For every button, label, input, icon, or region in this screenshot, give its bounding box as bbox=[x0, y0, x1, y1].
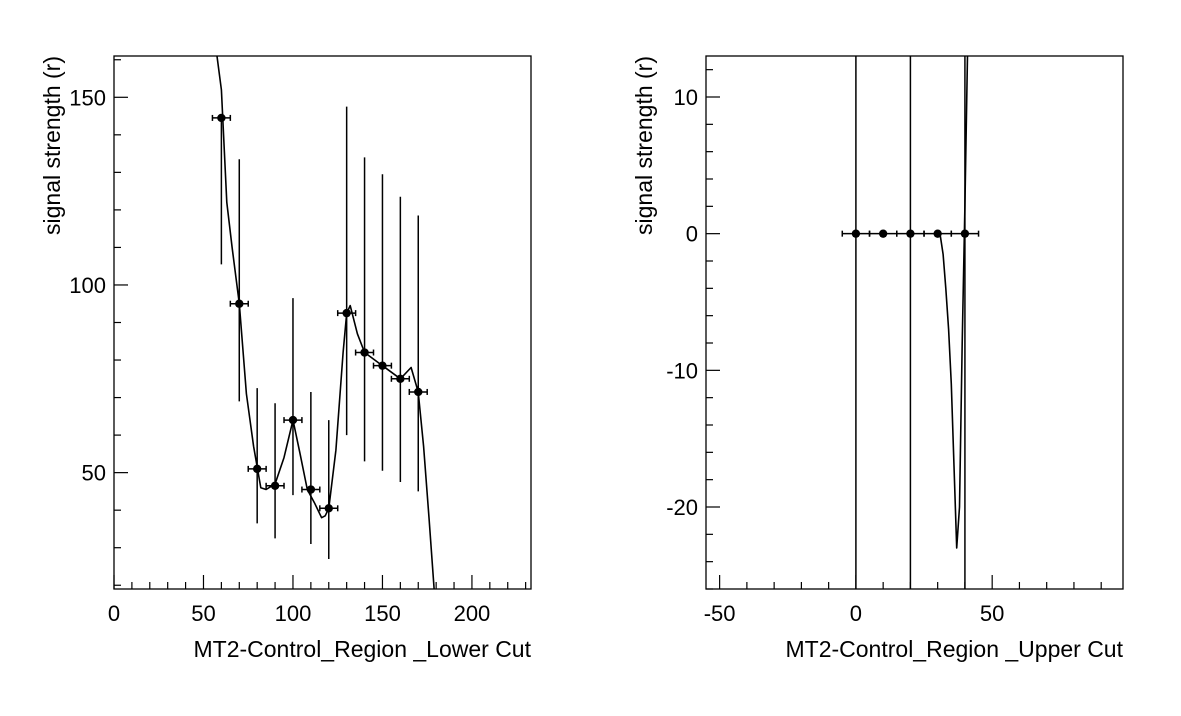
x-tick-label: 0 bbox=[850, 601, 862, 626]
point-marker bbox=[360, 348, 369, 357]
point-marker bbox=[378, 361, 387, 370]
data-point bbox=[319, 420, 339, 559]
point-marker bbox=[235, 299, 244, 308]
data-point bbox=[950, 229, 980, 238]
data-point bbox=[229, 159, 249, 402]
point-marker bbox=[288, 415, 298, 425]
point-marker bbox=[252, 464, 262, 474]
x-tick-label: 150 bbox=[364, 601, 401, 626]
x-tick-label: 0 bbox=[108, 601, 120, 626]
fit-curve bbox=[937, 56, 969, 549]
upper-cut-chart: -50 0 50 -20 -10 0 10 MT2-Control_Region _Upper… bbox=[631, 55, 1124, 662]
point-marker bbox=[270, 481, 280, 490]
y-tick-label: -10 bbox=[666, 358, 698, 383]
point-marker bbox=[933, 229, 942, 238]
point-marker bbox=[960, 229, 970, 238]
y-tick-label: 150 bbox=[69, 85, 106, 110]
fit-curve bbox=[216, 56, 435, 589]
x-axis-label: MT2-Control_Region _Lower Cut bbox=[194, 636, 532, 662]
point-marker bbox=[306, 485, 316, 494]
data-point bbox=[372, 174, 393, 471]
data-layer bbox=[211, 56, 435, 589]
point-marker bbox=[342, 308, 351, 318]
y-tick-label: 50 bbox=[82, 461, 106, 486]
point-marker bbox=[396, 374, 405, 384]
plot-frame bbox=[705, 55, 1124, 590]
data-point bbox=[390, 196, 411, 483]
x-tick-label: -50 bbox=[704, 601, 736, 626]
data-point bbox=[923, 229, 953, 238]
point-marker bbox=[878, 229, 888, 238]
data-point bbox=[336, 106, 357, 436]
data-point bbox=[283, 298, 303, 496]
data-layer bbox=[841, 56, 980, 589]
y-tick-label: -20 bbox=[666, 495, 698, 520]
lower-cut-chart: 0 50 100 150 200 50 100 150 MT2-Control_Region _… bbox=[39, 55, 532, 662]
y-tick-label: 100 bbox=[69, 273, 106, 298]
data-point bbox=[265, 403, 285, 539]
y-axis-label: signal strength (r) bbox=[39, 56, 65, 235]
x-axis-label: MT2-Control_Region _Upper Cut bbox=[786, 636, 1124, 662]
x-tick-label: 50 bbox=[191, 601, 215, 626]
data-point bbox=[408, 215, 428, 492]
data-point bbox=[841, 229, 871, 238]
point-marker bbox=[217, 113, 226, 123]
point-marker bbox=[851, 229, 861, 238]
data-point bbox=[247, 388, 267, 524]
x-tick-label: 200 bbox=[454, 601, 491, 626]
data-point bbox=[211, 113, 232, 265]
x-tick-label: 100 bbox=[275, 601, 312, 626]
data-point bbox=[868, 229, 898, 238]
point-marker bbox=[906, 229, 915, 238]
y-tick-label: 0 bbox=[686, 222, 698, 247]
point-marker bbox=[414, 387, 423, 397]
point-marker bbox=[324, 504, 333, 513]
data-point bbox=[354, 157, 375, 462]
x-tick-label: 50 bbox=[980, 601, 1004, 626]
plot-frame bbox=[113, 55, 532, 590]
y-axis-label: signal strength (r) bbox=[631, 56, 657, 235]
data-point bbox=[896, 229, 925, 238]
y-tick-label: 10 bbox=[674, 85, 698, 110]
data-point bbox=[301, 391, 321, 544]
